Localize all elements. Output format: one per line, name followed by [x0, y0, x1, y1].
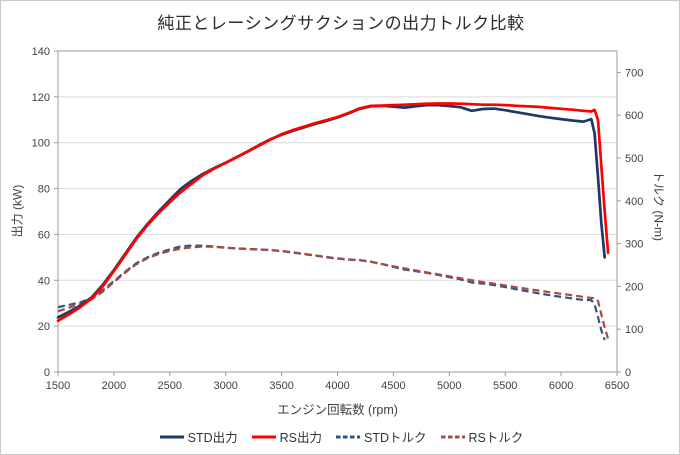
legend-item-std-torque: STDトルク — [335, 427, 427, 446]
y-left-tick-label: 20 — [38, 321, 50, 333]
legend-item-rs-torque: RSトルク — [440, 427, 524, 446]
y-right-tick-label: 500 — [625, 153, 643, 165]
y-left-tick-label: 140 — [32, 46, 50, 58]
y-right-tick-label: 300 — [625, 239, 643, 251]
series-line-std-power — [56, 103, 607, 319]
legend-swatch-rs-torque — [440, 435, 465, 438]
plot-border — [57, 50, 618, 373]
x-axis-label: エンジン回転数 (rpm) — [277, 403, 398, 417]
y-right-tick-label: 0 — [625, 367, 631, 379]
y-left-tick-label: 40 — [38, 275, 50, 287]
x-tick-label: 6000 — [549, 380, 573, 392]
chart-legend: STD出力 RS出力 STDトルク RSトルク — [1, 427, 679, 446]
y-right-tick-label: 400 — [625, 196, 643, 208]
y-right-tick-label: 700 — [625, 67, 643, 79]
x-tick-label: 2500 — [158, 380, 182, 392]
y-left-tick-label: 80 — [38, 184, 50, 196]
x-tick-label: 4000 — [325, 380, 349, 392]
x-tick-label: 2000 — [102, 380, 126, 392]
y-left-tick-label: 0 — [44, 367, 50, 379]
y-right-tick-label: 200 — [625, 281, 643, 293]
x-tick-label: 4500 — [381, 380, 405, 392]
x-tick-label: 5500 — [493, 380, 517, 392]
legend-label-rs-power: RS出力 — [279, 431, 322, 445]
x-tick-label: 3500 — [269, 380, 293, 392]
legend-label-std-power: STD出力 — [187, 431, 238, 445]
y-right-tick-label: 100 — [625, 324, 643, 336]
y-axis-label-left: 出力 (kW) — [10, 184, 25, 238]
x-tick-label: 3000 — [213, 380, 237, 392]
legend-swatch-rs-power — [251, 435, 276, 438]
x-tick-label: 6500 — [605, 380, 629, 392]
y-left-tick-label: 100 — [32, 138, 50, 150]
legend-swatch-std-torque — [336, 435, 360, 438]
x-tick-label: 5000 — [437, 380, 461, 392]
series-line-rs-power — [56, 102, 610, 323]
y-left-tick-label: 120 — [32, 92, 50, 104]
chart-title: 純正とレーシングサクションの出力トルク比較 — [157, 14, 525, 33]
legend-item-std-power: STD出力 — [159, 427, 238, 446]
legend-label-std-torque: STDトルク — [364, 431, 427, 445]
x-tick-label: 1500 — [46, 380, 70, 392]
series-line-rs-torque — [57, 245, 610, 340]
y-axis-label-right: トルク (N-m) — [651, 171, 666, 241]
y-right-tick-label: 600 — [625, 110, 643, 122]
legend-label-rs-torque: RSトルク — [468, 431, 524, 445]
legend-item-rs-power: RS出力 — [251, 427, 322, 446]
y-left-tick-label: 60 — [38, 229, 50, 241]
legend-swatch-std-power — [159, 435, 184, 438]
